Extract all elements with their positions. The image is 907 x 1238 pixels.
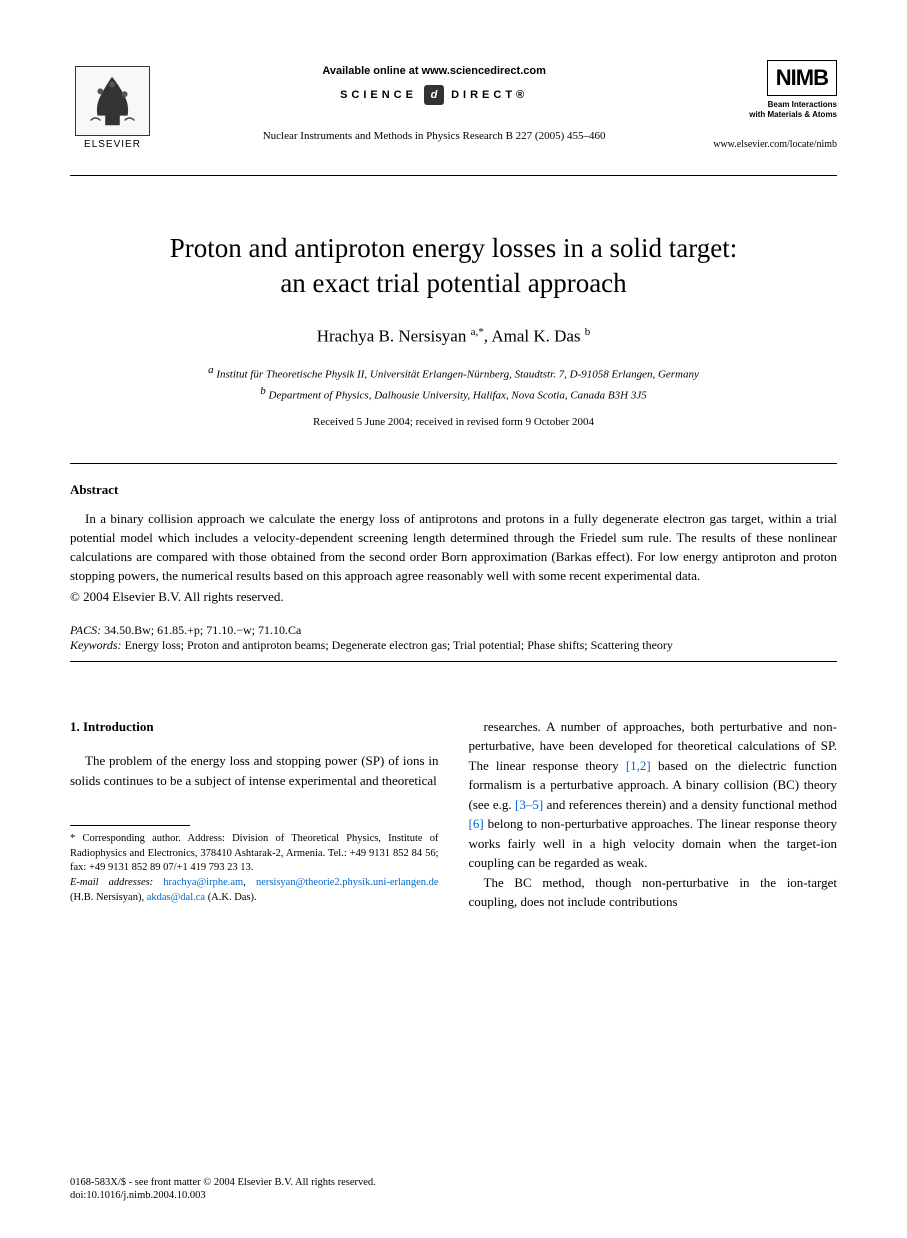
email-link-3[interactable]: akdas@dal.ca [147,892,205,903]
email-link-1[interactable]: hrachya@irphe.am [163,877,243,888]
elsevier-tree-icon [75,66,150,136]
science-direct-logo: SCIENCE d DIRECT® [155,85,713,105]
aff-b-sup: b [260,385,266,397]
nimb-sub2: with Materials & Atoms [713,110,837,120]
science-pre: SCIENCE [340,89,417,101]
abstract-text: In a binary collision approach we calcul… [70,510,837,585]
copyright-text: © 2004 Elsevier B.V. All rights reserved… [70,589,837,605]
email-label: E-mail addresses: [70,877,153,888]
header-row: ELSEVIER Available online at www.science… [70,60,837,155]
affiliation-a: Institut für Theoretische Physik II, Uni… [216,369,699,381]
center-header: Available online at www.sciencedirect.co… [155,60,713,142]
abstract-rule-bottom [70,661,837,662]
p1c: and references therein) and a density fu… [543,797,837,812]
authors: Hrachya B. Nersisyan a,*, Amal K. Das b [70,326,837,347]
author-2: Amal K. Das [491,327,580,346]
footer-doi: doi:10.1016/j.nimb.2004.10.003 [70,1189,376,1203]
journal-reference: Nuclear Instruments and Methods in Physi… [155,130,713,142]
available-online-text: Available online at www.sciencedirect.co… [155,65,713,77]
keywords-line: Keywords: Energy loss; Proton and antipr… [70,638,837,653]
article-title: Proton and antiproton energy losses in a… [70,231,837,301]
intro-para-1-cont: researches. A number of approaches, both… [469,717,838,873]
nimb-text: NIM [776,65,813,90]
elsevier-label: ELSEVIER [84,139,141,150]
page-footer: 0168-583X/$ - see front matter © 2004 El… [70,1176,376,1203]
pacs-label: PACS: [70,623,101,637]
elsevier-logo: ELSEVIER [70,60,155,155]
nimb-logo: NIMB [767,60,837,96]
email-2-owner: (H.B. Nersisyan), [70,892,144,903]
title-line2: an exact trial potential approach [280,268,626,298]
column-right: researches. A number of approaches, both… [469,717,838,912]
email-footnote: E-mail addresses: hrachya@irphe.am, ners… [70,876,439,905]
author-1-sup: a,* [471,326,484,338]
keywords-label: Keywords: [70,638,122,652]
journal-url[interactable]: www.elsevier.com/locate/nimb [713,139,837,150]
footnote-separator [70,825,190,826]
body-columns: 1. Introduction The problem of the energ… [70,717,837,912]
keywords-values: Energy loss; Proton and antiproton beams… [125,638,673,652]
science-post: DIRECT® [451,89,528,101]
ref-link-6[interactable]: [6] [469,816,484,831]
nimb-sub1: Beam Interactions [713,100,837,110]
ref-link-3-5[interactable]: [3–5] [515,797,543,812]
affiliation-b: Department of Physics, Dalhousie Univers… [269,390,647,402]
intro-para-1: The problem of the energy loss and stopp… [70,751,439,790]
nimb-b: B [813,65,828,90]
pacs-line: PACS: 34.50.Bw; 61.85.+p; 71.10.−w; 71.1… [70,623,837,638]
author-2-sup: b [585,326,591,338]
column-left: 1. Introduction The problem of the energ… [70,717,439,912]
email-link-2[interactable]: nersisyan@theorie2.physik.uni-erlangen.d… [256,877,439,888]
footer-line1: 0168-583X/$ - see front matter © 2004 El… [70,1176,376,1190]
header-rule [70,175,837,176]
p1d: belong to non-perturbative approaches. T… [469,816,838,870]
abstract-heading: Abstract [70,482,837,498]
aff-a-sup: a [208,364,214,376]
article-dates: Received 5 June 2004; received in revise… [70,416,837,428]
ref-link-1-2[interactable]: [1,2] [626,758,651,773]
email-3-owner: (A.K. Das). [208,892,257,903]
nimb-box: NIMB Beam Interactions with Materials & … [713,60,837,150]
intro-para-2: The BC method, though non-perturbative i… [469,873,838,912]
corr-text: * Corresponding author. Address: Divisio… [70,833,439,873]
section-1-heading: 1. Introduction [70,717,439,737]
title-line1: Proton and antiproton energy losses in a… [170,233,737,263]
at-icon: d [424,85,444,105]
corresponding-author-footnote: * Corresponding author. Address: Divisio… [70,832,439,876]
affiliations: a Institut für Theoretische Physik II, U… [70,362,837,404]
pacs-values: 34.50.Bw; 61.85.+p; 71.10.−w; 71.10.Ca [104,623,301,637]
author-1: Hrachya B. Nersisyan [317,327,467,346]
